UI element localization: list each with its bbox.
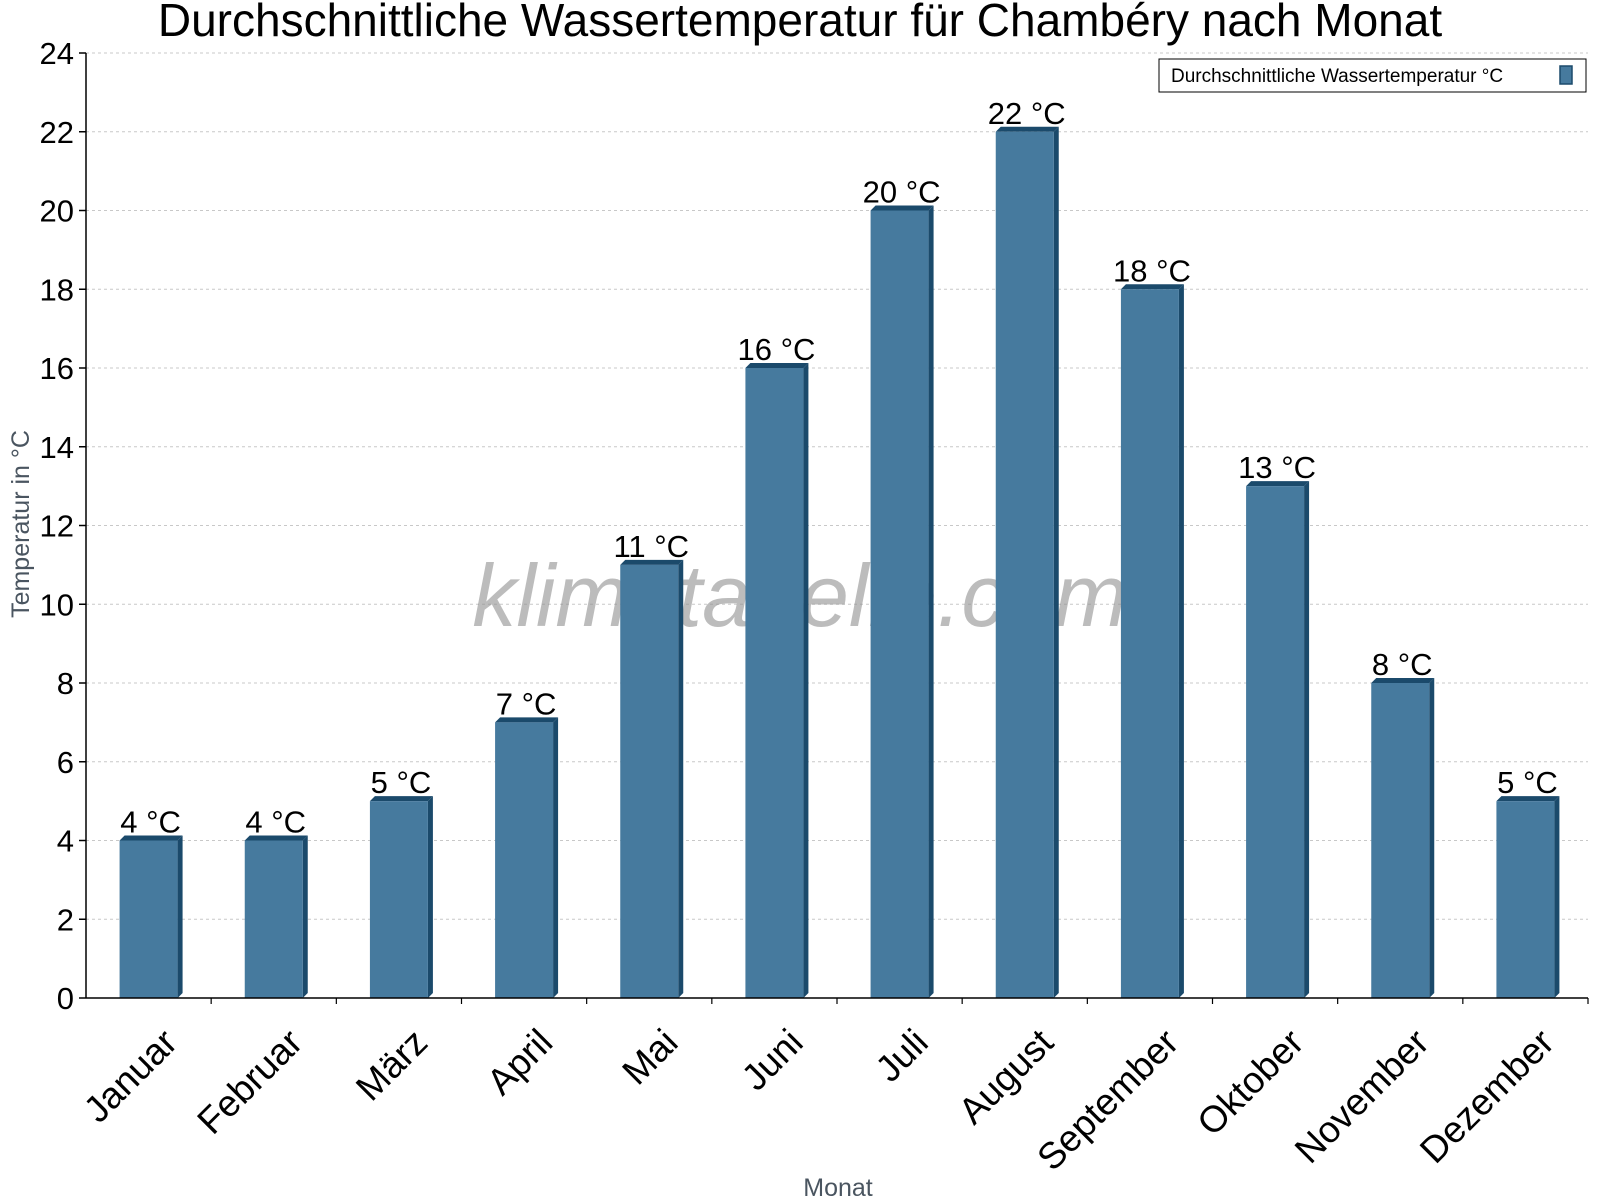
- bars: [119, 126, 1560, 998]
- y-tick-label: 0: [57, 981, 74, 1016]
- y-tick-label: 2: [57, 902, 74, 937]
- y-tick-label: 18: [40, 272, 74, 307]
- bar-side: [678, 559, 684, 998]
- x-tick-label: Mai: [614, 1021, 685, 1092]
- bar-top: [1496, 796, 1560, 802]
- legend-label: Durchschnittliche Wassertemperatur °C: [1171, 66, 1503, 87]
- bar-side: [302, 835, 308, 998]
- bar-front: [1496, 801, 1555, 998]
- bar: [995, 126, 1059, 998]
- data-label: 4 °C: [120, 805, 181, 840]
- bar-front: [1120, 289, 1179, 998]
- bar-front: [745, 368, 804, 998]
- y-tick-label: 8: [57, 666, 74, 701]
- bar-front: [870, 210, 929, 998]
- legend: Durchschnittliche Wassertemperatur °C: [1158, 58, 1587, 93]
- bar: [369, 796, 433, 998]
- data-label: 13 °C: [1238, 450, 1316, 485]
- bar-front: [119, 840, 178, 998]
- bar: [1496, 796, 1560, 998]
- x-tick-label: April: [479, 1021, 560, 1102]
- y-tick-label: 20: [40, 194, 74, 229]
- bar-side: [1554, 796, 1560, 998]
- bar-side: [1304, 481, 1310, 998]
- y-tick-label: 6: [57, 745, 74, 780]
- data-label: 20 °C: [863, 175, 941, 210]
- bar-side: [1053, 126, 1059, 998]
- y-tick-label: 10: [40, 587, 74, 622]
- bar-front: [369, 801, 428, 998]
- data-label: 22 °C: [988, 96, 1066, 131]
- x-tick-label: Oktober: [1189, 1021, 1311, 1143]
- bar-front: [244, 840, 303, 998]
- x-tick-label: März: [348, 1021, 435, 1108]
- bar-side: [928, 205, 934, 998]
- bar-top: [244, 835, 308, 841]
- x-axis-label: Monat: [803, 1174, 873, 1200]
- data-label: 8 °C: [1372, 647, 1433, 682]
- bar-side: [177, 835, 183, 998]
- x-tick-label: Februar: [189, 1021, 310, 1142]
- y-tick-label: 12: [40, 509, 74, 544]
- bar-side: [1178, 284, 1184, 998]
- bar-top: [1371, 678, 1435, 683]
- bar-front: [495, 722, 554, 998]
- bar-top: [1120, 284, 1184, 290]
- bar-top: [870, 205, 934, 211]
- x-tick-label: November: [1287, 1021, 1437, 1171]
- bar-side: [1429, 678, 1435, 998]
- x-tick-label: Juli: [868, 1021, 936, 1089]
- x-tick-label: Juni: [734, 1021, 811, 1098]
- bar: [620, 559, 684, 998]
- bar: [870, 205, 934, 998]
- y-tick-label: 22: [40, 115, 74, 150]
- legend-swatch: [1559, 65, 1573, 85]
- data-label: 18 °C: [1113, 253, 1191, 288]
- data-label: 7 °C: [496, 686, 557, 721]
- data-label: 5 °C: [371, 765, 432, 800]
- bar-top: [995, 126, 1059, 132]
- bar-top: [1246, 481, 1310, 487]
- bar-side: [803, 363, 809, 998]
- y-axis-label: Temperatur in °C: [7, 430, 35, 618]
- y-tick-label: 4: [57, 824, 74, 859]
- bar-front: [995, 131, 1054, 998]
- y-tick-label: 14: [40, 430, 74, 465]
- bar-top: [495, 717, 559, 723]
- bar: [745, 363, 809, 998]
- x-tick-label: Januar: [76, 1021, 185, 1130]
- chart-title: Durchschnittliche Wassertemperatur für C…: [158, 0, 1442, 46]
- bar-top: [745, 363, 809, 368]
- data-labels: 4 °C 4 °C 5 °C 7 °C 11 °C 16 °C 20 °C 22 °C 18 °…: [120, 96, 1557, 840]
- bar-top: [369, 796, 433, 802]
- data-label: 5 °C: [1497, 765, 1558, 800]
- bar: [119, 835, 183, 998]
- bar-side: [553, 717, 559, 998]
- data-label: 4 °C: [245, 805, 306, 840]
- bar: [495, 717, 559, 998]
- bar-front: [1246, 486, 1305, 998]
- y-tick-label: 24: [40, 36, 74, 71]
- bar-front: [620, 564, 679, 998]
- bar: [244, 835, 308, 998]
- x-tick-label: August: [951, 1021, 1062, 1132]
- y-tick-label: 16: [40, 351, 74, 386]
- data-label: 16 °C: [737, 332, 815, 367]
- gridlines: [86, 52, 1588, 920]
- legend-box: [1158, 58, 1587, 93]
- bar-top: [620, 559, 684, 565]
- x-tick-label: Dezember: [1412, 1021, 1562, 1171]
- data-label: 11 °C: [613, 529, 689, 564]
- bar-top: [119, 835, 183, 841]
- bar: [1246, 481, 1310, 998]
- bar-front: [1371, 683, 1430, 998]
- bar: [1120, 284, 1184, 998]
- bar: [1371, 678, 1435, 998]
- bar-side: [427, 796, 433, 998]
- x-ticks: Januar Februar März April Mai Juni Juli AugustS…: [76, 998, 1589, 1178]
